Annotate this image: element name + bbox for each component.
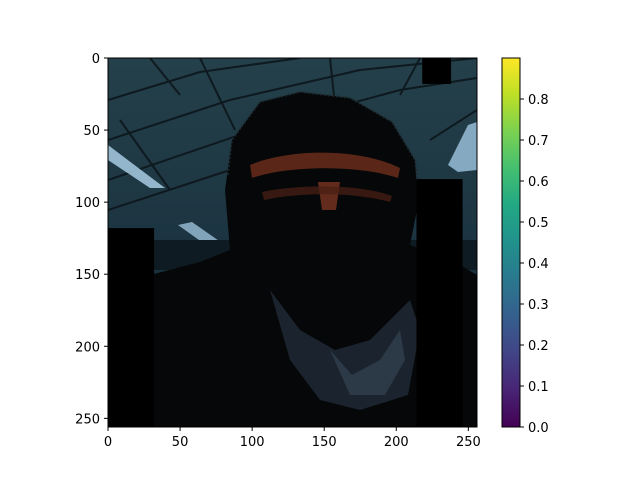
hair-outline (227, 90, 419, 186)
occlusion-patch-0 (422, 58, 452, 84)
shirt-highlight (330, 330, 405, 395)
occlusion-patch-1 (108, 228, 155, 427)
y-tick-label-4: 200 (75, 340, 100, 355)
colorbar-tick-label-3: 0.3 (528, 298, 549, 313)
x-tick-label-0: 0 (104, 435, 112, 450)
colorbar-tick-label-4: 0.4 (528, 257, 549, 272)
colorbar-tick-label-8: 0.8 (528, 93, 549, 108)
heatmap-image (108, 58, 477, 427)
occlusion-patch-2 (416, 179, 463, 427)
colorbar-tick-label-2: 0.2 (528, 339, 549, 354)
colorbar-axis: 0.0 0.1 0.2 0.3 0.4 0.5 0.6 0.7 0.8 (520, 93, 549, 436)
x-tick-label-4: 200 (384, 435, 409, 450)
x-tick-label-3: 150 (312, 435, 337, 450)
face-highlight-2 (262, 186, 392, 202)
ceiling-light-center (178, 222, 222, 245)
colorbar-tick-label-5: 0.5 (528, 216, 549, 231)
x-tick-label-5: 250 (456, 435, 481, 450)
x-tick-label-2: 100 (240, 435, 265, 450)
colorbar-tick-label-0: 0.0 (528, 421, 549, 436)
y-tick-label-1: 50 (83, 124, 100, 139)
y-tick-label-3: 150 (75, 268, 100, 283)
axes-frame (107, 57, 478, 428)
y-tick-label-5: 250 (75, 412, 100, 427)
ceiling-light-right (448, 122, 477, 172)
colorbar-tick-label-1: 0.1 (528, 380, 549, 395)
y-axis: 0 50 100 150 200 250 (75, 52, 108, 427)
x-tick-label-1: 50 (172, 435, 189, 450)
occlusion-patches (108, 58, 463, 427)
colorbar-tick-label-7: 0.7 (528, 134, 549, 149)
colorbar (501, 57, 521, 428)
x-axis: 0 50 100 150 200 250 (104, 427, 481, 450)
ceiling-light-left (108, 145, 165, 188)
colorbar-tick-label-6: 0.6 (528, 175, 549, 190)
y-tick-label-2: 100 (75, 196, 100, 211)
face-highlight (250, 152, 400, 178)
y-tick-label-0: 0 (92, 52, 100, 67)
